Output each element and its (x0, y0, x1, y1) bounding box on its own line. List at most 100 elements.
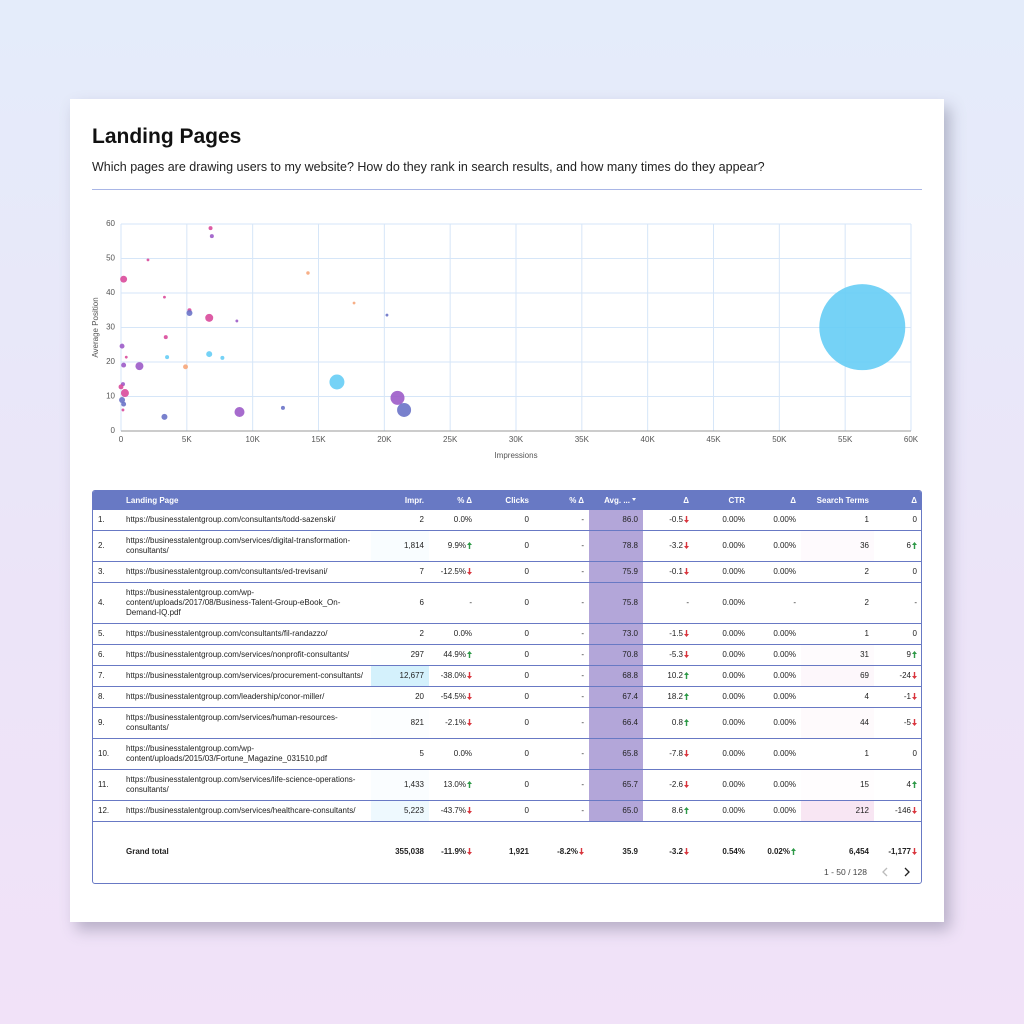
table-row[interactable]: 8. https://businesstalentgroup.com/leader… (93, 686, 921, 708)
sort-icon[interactable] (630, 497, 638, 503)
trend-down (912, 719, 917, 727)
bubble (135, 362, 144, 371)
cell: - (534, 738, 589, 770)
cell: https://businesstalentgroup.com/wp-conte… (121, 582, 371, 624)
y-axis-label: Average Position (91, 297, 100, 357)
cell: 0.00% (694, 665, 750, 687)
cell: 0.00% (694, 582, 750, 624)
table-row[interactable]: 5. https://businesstalentgroup.com/consul… (93, 623, 921, 645)
x-tick-label: 15K (311, 435, 326, 444)
total-cell: -1,177 (874, 843, 921, 861)
cell: 2. (93, 530, 121, 562)
cell: 8. (93, 686, 121, 708)
cell: 0.00% (694, 530, 750, 562)
table-row[interactable]: 12. https://businesstalentgroup.com/servi… (93, 800, 921, 822)
cell: 8.6 (643, 800, 694, 822)
cell: - (534, 561, 589, 583)
cell: -7.8 (643, 738, 694, 770)
trend-down (912, 807, 917, 815)
cell: -12.5% (429, 561, 477, 583)
header-cell: Δ (643, 491, 694, 510)
table-row[interactable]: 10. https://businesstalentgroup.com/wp-co… (93, 738, 921, 770)
trend-down (684, 651, 689, 659)
cell: -146 (874, 800, 921, 822)
bubble (183, 364, 188, 370)
cell: 0 (477, 530, 534, 562)
trend-down (579, 848, 584, 856)
cell: 9.9% (429, 530, 477, 562)
cell: 0.00% (694, 686, 750, 708)
cell: - (534, 707, 589, 739)
cell: 1 (801, 623, 874, 645)
cell: -5.3 (643, 644, 694, 666)
table-row[interactable]: 3. https://businesstalentgroup.com/consul… (93, 561, 921, 583)
cell: 36 (801, 530, 874, 562)
total-cell: 0.54% (722, 847, 745, 856)
next-page[interactable] (903, 867, 911, 877)
table-row[interactable]: 9. https://businesstalentgroup.com/servic… (93, 707, 921, 739)
cell: - (534, 510, 589, 531)
x-tick-label: 25K (443, 435, 458, 444)
header-cell: % Δ (534, 491, 589, 510)
header-cell: Search Terms (801, 491, 874, 510)
x-tick-label: 55K (838, 435, 853, 444)
bubble (119, 396, 126, 403)
divider (92, 189, 922, 190)
bubble (397, 402, 412, 417)
cell: https://businesstalentgroup.com/services… (121, 665, 371, 687)
table-row[interactable]: 6. https://businesstalentgroup.com/servic… (93, 644, 921, 666)
cell: 0.00% (694, 769, 750, 801)
table-row[interactable]: 4. https://businesstalentgroup.com/wp-con… (93, 582, 921, 624)
header-cell: Clicks (477, 491, 534, 510)
cell: 0.8 (643, 707, 694, 739)
cell: 2 (801, 582, 874, 624)
cell: 10.2 (643, 665, 694, 687)
cell: 0.00% (750, 510, 801, 531)
cell: -5 (874, 707, 921, 739)
cell: 0 (477, 738, 534, 770)
cell: 0.00% (750, 644, 801, 666)
cell: 0.0% (429, 510, 477, 531)
bubble (208, 226, 213, 231)
cell: 0.00% (750, 769, 801, 801)
y-tick-label: 30 (106, 323, 115, 332)
cell: 0 (477, 769, 534, 801)
x-tick-label: 20K (377, 435, 392, 444)
cell: 0 (874, 510, 921, 531)
cell: 0 (477, 561, 534, 583)
table-row[interactable]: 11. https://businesstalentgroup.com/servi… (93, 769, 921, 801)
cell: https://businesstalentgroup.com/leadersh… (121, 686, 371, 708)
pagination: 1 - 50 / 128 (824, 867, 911, 877)
table-row[interactable]: 2. https://businesstalentgroup.com/servic… (93, 530, 921, 562)
total-cell: -11.9% (429, 843, 477, 861)
trend-up (684, 719, 689, 727)
cell: -0.5 (643, 510, 694, 531)
cell: 0 (874, 738, 921, 770)
bubble (124, 355, 128, 359)
cell: 2 (371, 510, 429, 531)
cell: 12,677 (371, 665, 429, 687)
cell: 12. (93, 800, 121, 822)
cell: 0.00% (750, 665, 801, 687)
cell: - (750, 582, 801, 624)
table-row[interactable]: 1. https://businesstalentgroup.com/consul… (93, 510, 921, 531)
bubble (161, 413, 168, 420)
prev-page[interactable] (881, 867, 889, 877)
bubble (205, 313, 214, 322)
cell: https://businesstalentgroup.com/consulta… (121, 561, 371, 583)
trend-down (684, 516, 689, 524)
cell: 0.00% (750, 686, 801, 708)
cell: - (534, 769, 589, 801)
table-row[interactable]: 7. https://businesstalentgroup.com/servic… (93, 665, 921, 687)
total-cell: -8.2% (534, 843, 589, 861)
cell: 69 (801, 665, 874, 687)
cell: 73.0 (589, 623, 643, 645)
cell: 2 (801, 561, 874, 583)
trend-up (912, 542, 917, 550)
cell: 6 (874, 530, 921, 562)
bubble (280, 405, 285, 410)
table-body[interactable]: 1. https://businesstalentgroup.com/consul… (93, 510, 921, 843)
x-axis-label: Impressions (494, 451, 537, 460)
cell: 0 (477, 623, 534, 645)
y-tick-label: 10 (106, 392, 115, 401)
